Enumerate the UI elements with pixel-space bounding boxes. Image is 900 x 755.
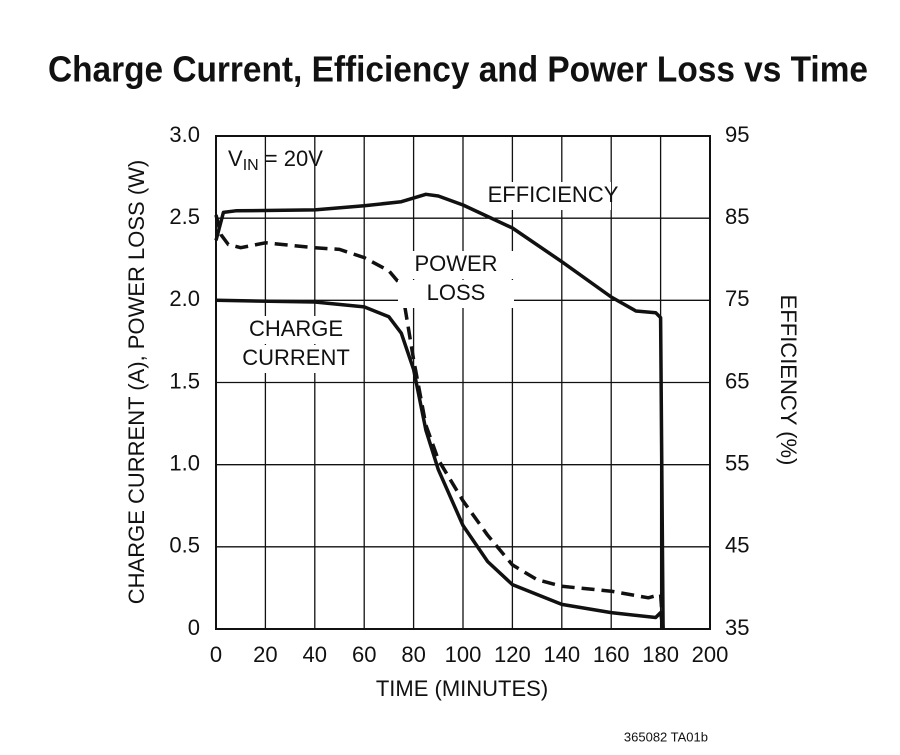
annotation: CURRENT xyxy=(242,345,350,370)
y2-tick-label: 95 xyxy=(725,122,749,147)
plot-frame xyxy=(215,135,711,630)
x-tick-label: 40 xyxy=(303,642,327,667)
x-tick-label: 200 xyxy=(692,642,729,667)
y-tick-label: 2.0 xyxy=(169,286,200,311)
series-line xyxy=(215,298,665,630)
condition-text: = 20V xyxy=(259,146,324,171)
y-tick-label: 3.0 xyxy=(169,122,200,147)
x-tick-label: 100 xyxy=(445,642,482,667)
y2-tick-label: 35 xyxy=(725,615,749,640)
annotation: EFFICIENCY xyxy=(488,182,619,207)
y2-tick-label: 85 xyxy=(725,204,749,229)
annotation-background xyxy=(238,316,354,344)
y2-axis-label: EFFICIENCY (%) xyxy=(776,295,801,466)
y2-tick-label: 55 xyxy=(725,450,749,475)
x-tick-label: 0 xyxy=(210,642,222,667)
annotation-background xyxy=(398,280,514,308)
y2-tick-label: 75 xyxy=(725,286,749,311)
condition-subscript: IN xyxy=(243,157,259,174)
annotation-background xyxy=(238,345,354,373)
x-axis-label: TIME (MINUTES) xyxy=(376,676,548,701)
x-tick-label: 20 xyxy=(253,642,277,667)
y-tick-label: 1.5 xyxy=(169,368,200,393)
x-tick-label: 120 xyxy=(494,642,531,667)
x-tick-label: 80 xyxy=(401,642,425,667)
y-tick-label: 0 xyxy=(188,615,200,640)
y2-tick-label: 65 xyxy=(725,368,749,393)
x-tick-label: 160 xyxy=(593,642,630,667)
x-tick-label: 180 xyxy=(642,642,679,667)
condition-label: VIN = 20V xyxy=(228,146,323,174)
series-line xyxy=(214,192,665,630)
annotation: CHARGE xyxy=(249,316,343,341)
condition-base: V xyxy=(228,146,243,171)
y-tick-label: 1.0 xyxy=(169,450,200,475)
annotation: POWER xyxy=(414,251,497,276)
annotation-background xyxy=(398,251,514,279)
series-line xyxy=(214,214,665,630)
footnote: 365082 TA01b xyxy=(624,729,708,744)
y-axis-label: CHARGE CURRENT (A), POWER LOSS (W) xyxy=(124,160,149,605)
x-tick-label: 140 xyxy=(543,642,580,667)
y-tick-label: 0.5 xyxy=(169,533,200,558)
annotation: LOSS xyxy=(427,280,486,305)
y-tick-label: 2.5 xyxy=(169,204,200,229)
annotation-background xyxy=(495,182,611,210)
chart-title: Charge Current, Efficiency and Power Los… xyxy=(48,49,868,90)
y2-tick-label: 45 xyxy=(725,533,749,558)
x-tick-label: 60 xyxy=(352,642,376,667)
